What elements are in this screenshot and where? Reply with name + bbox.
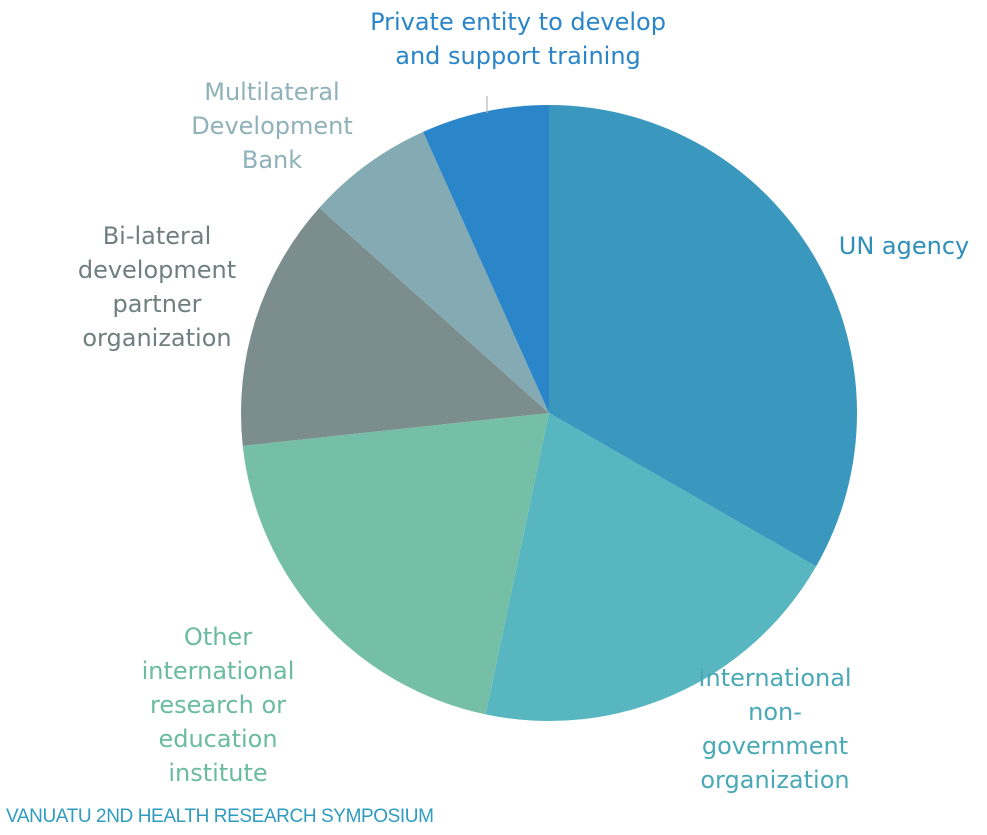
slice-label-line: education: [158, 725, 277, 753]
slice-label-line: Development: [191, 112, 353, 140]
slice-label-line: Multilateral: [204, 78, 339, 106]
slice-label: UN agency: [839, 232, 969, 260]
slice-label-line: Private entity to develop: [370, 8, 666, 36]
slice-label-line: development: [78, 256, 236, 284]
slice-label-line: organization: [700, 766, 849, 794]
slice-label: Other international research or education in…: [142, 623, 295, 787]
slice-label-line: Bank: [242, 146, 302, 174]
slice-label-line: international: [142, 657, 295, 685]
slice-label-line: research or: [150, 691, 286, 719]
slice-label-line: non-: [748, 698, 802, 726]
pie-slice: [485, 413, 817, 721]
slice-label: Bi-lateral development partner organization: [78, 222, 236, 352]
slice-label-line: organization: [82, 324, 231, 352]
footer-text: VANUATU 2ND HEALTH RESEARCH SYMPOSIUM: [6, 806, 434, 827]
pie-slice: [242, 413, 549, 715]
pie-slice: [241, 207, 550, 446]
pie-slices: [241, 105, 858, 721]
slice-label-line: Other: [184, 623, 252, 651]
slice-label: Private entity to develop and support tra…: [370, 8, 666, 70]
pie-slice: [319, 131, 549, 413]
slice-label: Multilateral Development Bank: [191, 78, 353, 174]
slice-label-line: institute: [168, 759, 267, 787]
pie-slice: [549, 105, 858, 567]
slice-label-line: government: [702, 732, 848, 760]
slice-labels: UN agency International non-government orga…: [78, 8, 969, 794]
slice-label-line: and support training: [395, 42, 641, 70]
slice-label-line: International: [698, 664, 851, 692]
pie-slice: [423, 105, 549, 413]
slice-label: International non-government organization: [698, 664, 851, 794]
slice-label-line: partner: [112, 290, 201, 318]
slice-label-line: UN agency: [839, 232, 969, 260]
slice-label-line: Bi-lateral: [103, 222, 212, 250]
